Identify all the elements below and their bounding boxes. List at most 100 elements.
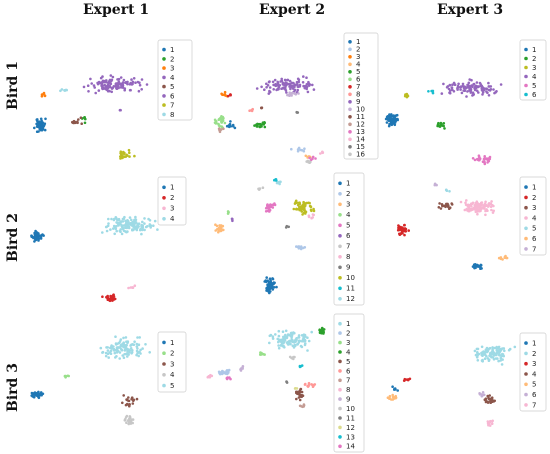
point-series-9 [272, 88, 276, 91]
point-series-4 [448, 84, 452, 87]
point-series-5 [114, 342, 118, 345]
point-series-10 [292, 207, 296, 211]
point-series-9 [303, 86, 307, 90]
legend-marker [162, 112, 166, 117]
point-series-5 [478, 157, 482, 160]
point-series-4 [464, 87, 468, 90]
legend-marker [524, 361, 528, 366]
point-series-5 [129, 347, 133, 350]
point-series-9 [284, 88, 287, 91]
point-series-7 [128, 151, 131, 155]
point-series-4 [115, 229, 118, 233]
point-series-1 [271, 288, 275, 291]
legend-label: 7 [356, 83, 360, 91]
point-series-9 [276, 80, 280, 84]
point-series-4 [120, 232, 124, 236]
point-series-4 [112, 227, 115, 230]
legend-marker [162, 47, 166, 52]
point-series-10 [293, 92, 297, 95]
point-series-4 [101, 86, 104, 90]
legend-marker [162, 94, 166, 98]
point-series-7 [298, 404, 302, 408]
point-series-14 [229, 377, 232, 381]
point-series-9 [284, 84, 288, 87]
point-series-4 [465, 199, 468, 202]
point-series-4 [462, 89, 466, 92]
point-series-4 [118, 221, 121, 224]
point-series-5 [113, 351, 117, 355]
legend-label: 4 [170, 371, 175, 379]
point-series-2 [112, 296, 115, 300]
point-series-2 [297, 146, 301, 150]
legend-marker [162, 75, 166, 80]
point-series-4 [148, 224, 152, 228]
point-series-4 [457, 86, 461, 89]
point-series-2 [302, 246, 305, 250]
point-series-14 [319, 152, 322, 155]
point-series-9 [289, 84, 292, 88]
point-series-7 [119, 157, 122, 160]
point-series-1 [277, 329, 281, 333]
legend-box [333, 172, 365, 306]
point-series-12 [218, 130, 222, 134]
legend-marker [524, 226, 528, 231]
legend-marker [162, 196, 166, 200]
point-series-4 [116, 84, 119, 87]
point-series-4 [117, 77, 121, 81]
legend-label: 12 [346, 424, 355, 432]
point-series-2 [227, 368, 231, 372]
legend-label: 3 [170, 205, 174, 213]
point-series-9 [295, 80, 299, 84]
legend-marker [162, 185, 166, 190]
point-series-5 [300, 395, 304, 399]
legend-label: 1 [170, 184, 174, 192]
point-series-5 [255, 125, 259, 128]
point-series-2 [225, 370, 229, 374]
legend: 1 2 3 4 5 6 7 [519, 332, 547, 412]
point-series-1 [264, 280, 268, 284]
point-series-1 [391, 121, 395, 125]
point-series-3 [441, 204, 444, 208]
point-series-4 [115, 224, 118, 228]
point-series-3 [219, 224, 223, 227]
point-series-6 [431, 91, 435, 95]
point-series-7 [123, 151, 126, 155]
point-series-4 [106, 85, 109, 88]
point-series-4 [146, 225, 149, 228]
point-series-2 [403, 233, 406, 237]
point-series-7 [226, 94, 230, 98]
column-title-expert-1: Expert 1 [83, 2, 150, 18]
point-series-4 [466, 204, 470, 207]
point-series-1 [275, 285, 278, 289]
legend-box [157, 331, 187, 393]
point-series-4 [490, 200, 493, 203]
point-series-4 [108, 78, 112, 82]
point-series-5 [118, 357, 121, 360]
legend-marker [348, 92, 352, 97]
legend-marker [348, 152, 352, 157]
legend-label: 5 [356, 68, 360, 76]
point-series-5 [115, 351, 119, 354]
point-series-4 [447, 87, 451, 91]
legend-label: 15 [356, 143, 365, 151]
point-series-5 [481, 160, 485, 163]
point-series-8 [210, 374, 214, 378]
point-series-2 [480, 345, 484, 349]
point-series-5 [104, 351, 108, 355]
point-series-4 [125, 226, 129, 230]
point-series-9 [265, 86, 268, 89]
point-series-4 [110, 90, 113, 94]
column-title-expert-3: Expert 3 [437, 2, 504, 18]
legend-marker [348, 47, 352, 52]
point-series-4 [156, 228, 159, 231]
legend-marker [162, 351, 166, 356]
panel-2-3: 1 2 3 4 5 6 7 [396, 176, 547, 271]
legend-marker [524, 47, 528, 52]
point-series-4 [477, 91, 480, 94]
point-series-4 [475, 208, 479, 211]
legend-label: 14 [356, 136, 365, 144]
point-series-1 [37, 130, 40, 133]
point-series-4 [472, 83, 475, 86]
point-series-9 [276, 88, 280, 91]
point-series-4 [125, 421, 128, 425]
